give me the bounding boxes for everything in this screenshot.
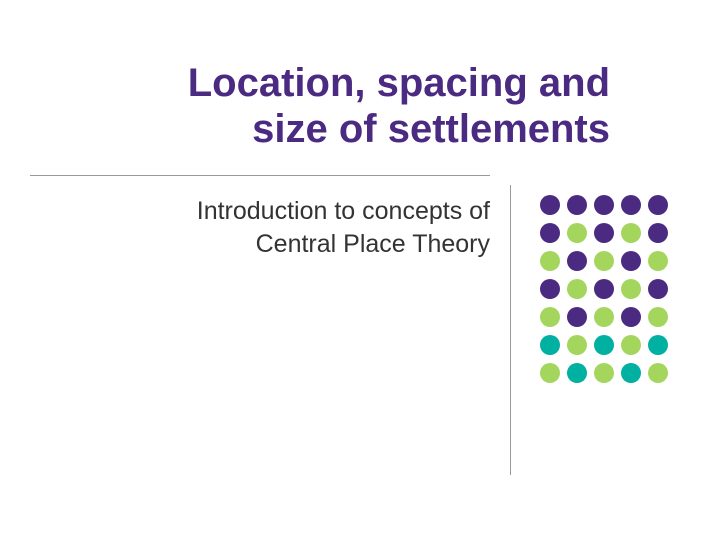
grid-dot (648, 279, 668, 299)
grid-dot (621, 363, 641, 383)
grid-dot (567, 279, 587, 299)
grid-dot (540, 223, 560, 243)
grid-dot (540, 363, 560, 383)
vertical-divider (510, 185, 511, 475)
grid-dot (567, 335, 587, 355)
grid-dot (567, 307, 587, 327)
grid-dot (621, 195, 641, 215)
slide-title: Location, spacing and size of settlement… (60, 60, 660, 152)
grid-dot (540, 279, 560, 299)
decorative-dot-grid (540, 195, 670, 385)
grid-dot (648, 223, 668, 243)
title-line-1: Location, spacing and (60, 60, 610, 106)
grid-dot (648, 363, 668, 383)
grid-dot (594, 195, 614, 215)
horizontal-divider (30, 175, 490, 176)
grid-dot (621, 335, 641, 355)
grid-dot (594, 363, 614, 383)
grid-dot (594, 223, 614, 243)
grid-dot (648, 195, 668, 215)
grid-dot (648, 307, 668, 327)
grid-dot (621, 307, 641, 327)
grid-dot (540, 251, 560, 271)
grid-dot (540, 335, 560, 355)
grid-dot (621, 251, 641, 271)
grid-dot (567, 251, 587, 271)
slide-container: Location, spacing and size of settlement… (0, 0, 720, 540)
grid-dot (594, 251, 614, 271)
grid-dot (621, 223, 641, 243)
grid-dot (648, 335, 668, 355)
grid-dot (648, 251, 668, 271)
subtitle-line-1: Introduction to concepts of (60, 195, 490, 228)
subtitle-line-2: Central Place Theory (60, 228, 490, 261)
title-line-2: size of settlements (60, 106, 610, 152)
grid-dot (540, 307, 560, 327)
grid-dot (594, 279, 614, 299)
grid-dot (594, 307, 614, 327)
grid-dot (567, 363, 587, 383)
grid-dot (567, 223, 587, 243)
grid-dot (540, 195, 560, 215)
grid-dot (594, 335, 614, 355)
grid-dot (567, 195, 587, 215)
slide-subtitle: Introduction to concepts of Central Plac… (60, 195, 490, 260)
grid-dot (621, 279, 641, 299)
